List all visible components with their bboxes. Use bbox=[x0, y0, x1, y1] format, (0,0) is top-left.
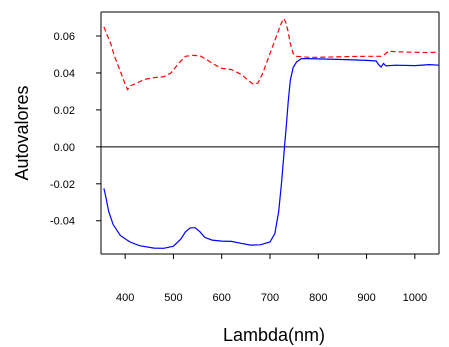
x-axis-title: Lambda(nm) bbox=[223, 325, 325, 345]
series-line-1 bbox=[103, 58, 440, 249]
y-tick-label: 0.00 bbox=[54, 142, 75, 154]
y-tick-label: 0.04 bbox=[54, 68, 75, 80]
series-layer bbox=[103, 17, 440, 249]
x-tick-label: 700 bbox=[261, 292, 279, 304]
x-tick-label: 1000 bbox=[403, 292, 427, 304]
x-tick-label: 900 bbox=[357, 292, 375, 304]
y-tick-label: -0.04 bbox=[50, 216, 75, 228]
x-tick-label: 400 bbox=[116, 292, 134, 304]
x-axis: 400 500 600 700 800 900 1000 bbox=[116, 254, 427, 304]
y-tick-label: 0.06 bbox=[54, 31, 75, 43]
y-tick-label: 0.02 bbox=[54, 105, 75, 117]
x-tick-label: 800 bbox=[309, 292, 327, 304]
x-tick-label: 600 bbox=[213, 292, 231, 304]
series-line-2 bbox=[103, 17, 440, 91]
y-tick-label: -0.02 bbox=[50, 179, 75, 191]
plot-area bbox=[100, 11, 440, 255]
x-tick-label: 500 bbox=[164, 292, 182, 304]
y-axis: 0.06 0.04 0.02 0.00 -0.02 -0.04 bbox=[50, 31, 101, 228]
y-axis-title: Autovalores bbox=[12, 85, 32, 180]
